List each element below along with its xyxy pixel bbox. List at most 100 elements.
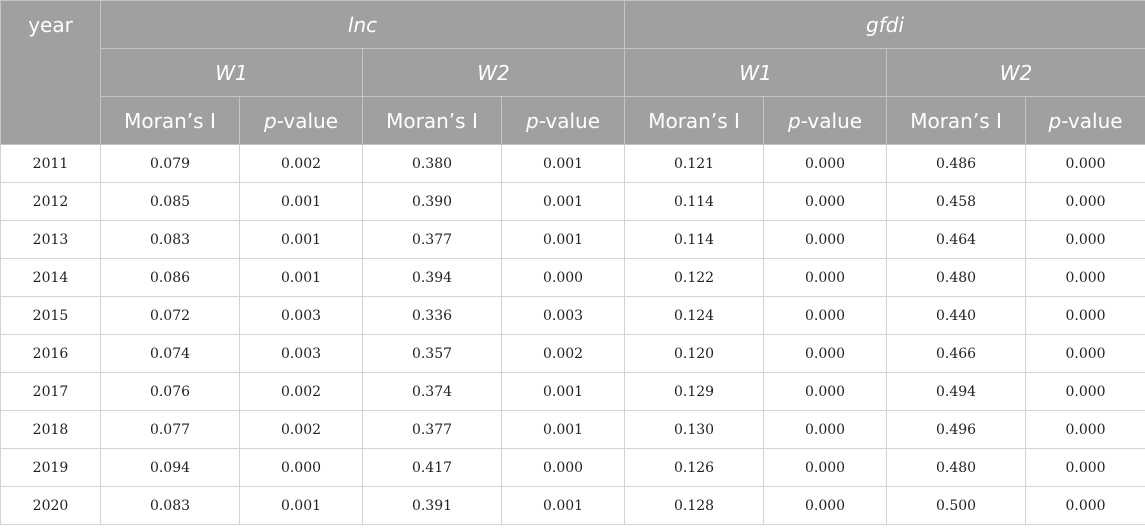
cell-lnc-w1-morans-i: 0.085 [100, 182, 240, 221]
cell-gfdi-w2-p-value: 0.000 [1025, 372, 1145, 411]
cell-lnc-w2-morans-i: 0.380 [362, 144, 502, 183]
cell-gfdi-w1-p-value: 0.000 [763, 372, 888, 411]
cell-gfdi-w1-morans-i: 0.122 [624, 258, 765, 297]
cell-gfdi-w1-p-value: 0.000 [763, 486, 888, 525]
cell-gfdi-w2-morans-i: 0.464 [886, 220, 1027, 259]
cell-gfdi-w1-p-value: 0.000 [763, 258, 888, 297]
table-row: 2019 0.094 0.000 0.417 0.000 0.126 0.000 0.480 0… [0, 448, 1145, 487]
col-header-p-value: p-value [763, 96, 888, 145]
cell-lnc-w2-p-value: 0.001 [500, 182, 626, 221]
cell-lnc-w2-p-value: 0.002 [500, 334, 626, 373]
cell-lnc-w2-p-value: 0.003 [500, 296, 626, 335]
cell-lnc-w1-p-value: 0.001 [239, 486, 363, 525]
cell-gfdi-w2-p-value: 0.000 [1025, 144, 1145, 183]
table-row: 2020 0.083 0.001 0.391 0.001 0.128 0.000 0.500 0… [0, 486, 1145, 525]
cell-gfdi-w2-morans-i: 0.494 [886, 372, 1027, 411]
cell-year: 2019 [0, 448, 101, 487]
table-row: 2017 0.076 0.002 0.374 0.001 0.129 0.000 0.494 0… [0, 372, 1145, 411]
cell-gfdi-w1-morans-i: 0.129 [624, 372, 765, 411]
cell-lnc-w2-morans-i: 0.394 [362, 258, 502, 297]
cell-lnc-w2-morans-i: 0.391 [362, 486, 502, 525]
cell-lnc-w1-morans-i: 0.077 [100, 410, 240, 449]
cell-gfdi-w2-morans-i: 0.496 [886, 410, 1027, 449]
subgroup-header-lnc-w2: W2 [361, 48, 626, 97]
group-header-lnc: lnc [99, 0, 626, 49]
cell-lnc-w1-p-value: 0.002 [239, 144, 363, 183]
cell-gfdi-w1-morans-i: 0.121 [624, 144, 765, 183]
cell-gfdi-w1-morans-i: 0.114 [624, 220, 765, 259]
cell-year: 2016 [0, 334, 101, 373]
cell-lnc-w1-morans-i: 0.083 [100, 486, 240, 525]
subgroup-header-lnc-w1: W1 [100, 48, 363, 97]
cell-gfdi-w1-p-value: 0.000 [763, 182, 888, 221]
cell-lnc-w2-morans-i: 0.374 [362, 372, 502, 411]
cell-gfdi-w1-morans-i: 0.114 [624, 182, 765, 221]
cell-gfdi-w1-p-value: 0.000 [763, 334, 888, 373]
cell-lnc-w2-p-value: 0.001 [500, 144, 626, 183]
cell-gfdi-w1-p-value: 0.000 [763, 448, 888, 487]
cell-year: 2013 [0, 220, 101, 259]
col-header-p-value: p-value [239, 96, 363, 145]
cell-lnc-w1-p-value: 0.003 [239, 334, 363, 373]
cell-gfdi-w2-p-value: 0.000 [1025, 296, 1145, 335]
cell-gfdi-w1-morans-i: 0.130 [624, 410, 765, 449]
col-header-morans-i: Moran’s I [100, 96, 240, 145]
cell-gfdi-w2-morans-i: 0.458 [886, 182, 1027, 221]
col-header-p-value: p-value [1025, 96, 1145, 145]
cell-lnc-w2-p-value: 0.000 [500, 258, 626, 297]
table-row: 2016 0.074 0.003 0.357 0.002 0.120 0.000 0.466 0… [0, 334, 1145, 373]
cell-lnc-w1-morans-i: 0.079 [100, 144, 240, 183]
cell-lnc-w1-morans-i: 0.083 [100, 220, 240, 259]
cell-gfdi-w2-p-value: 0.000 [1025, 182, 1145, 221]
year-header: year [0, 0, 101, 145]
cell-lnc-w2-morans-i: 0.390 [362, 182, 502, 221]
cell-lnc-w1-morans-i: 0.072 [100, 296, 240, 335]
cell-lnc-w2-morans-i: 0.377 [362, 410, 502, 449]
cell-gfdi-w2-morans-i: 0.480 [886, 448, 1027, 487]
cell-gfdi-w2-p-value: 0.000 [1025, 410, 1145, 449]
cell-gfdi-w2-p-value: 0.000 [1025, 220, 1145, 259]
col-header-morans-i: Moran’s I [362, 96, 502, 145]
table-row: 2015 0.072 0.003 0.336 0.003 0.124 0.000 0.440 0… [0, 296, 1145, 335]
cell-gfdi-w2-p-value: 0.000 [1025, 258, 1145, 297]
cell-lnc-w2-morans-i: 0.336 [362, 296, 502, 335]
cell-lnc-w1-p-value: 0.003 [239, 296, 363, 335]
cell-year: 2012 [0, 182, 101, 221]
table-row: 2011 0.079 0.002 0.380 0.001 0.121 0.000 0.486 0… [0, 144, 1145, 183]
cell-year: 2017 [0, 372, 101, 411]
col-header-morans-i: Moran’s I [886, 96, 1027, 145]
cell-lnc-w2-morans-i: 0.377 [362, 220, 502, 259]
cell-lnc-w1-p-value: 0.001 [239, 182, 363, 221]
cell-gfdi-w2-morans-i: 0.440 [886, 296, 1027, 335]
table-row: 2012 0.085 0.001 0.390 0.001 0.114 0.000 0.458 0… [0, 182, 1145, 221]
cell-gfdi-w1-p-value: 0.000 [763, 144, 888, 183]
group-header-gfdi: gfdi [624, 0, 1145, 49]
cell-lnc-w1-morans-i: 0.076 [100, 372, 240, 411]
cell-lnc-w2-morans-i: 0.417 [362, 448, 502, 487]
cell-lnc-w2-morans-i: 0.357 [362, 334, 502, 373]
table-row: 2013 0.083 0.001 0.377 0.001 0.114 0.000 0.464 0… [0, 220, 1145, 259]
subgroup-header-gfdi-w2: W2 [886, 48, 1145, 97]
cell-gfdi-w2-p-value: 0.000 [1025, 486, 1145, 525]
cell-gfdi-w2-morans-i: 0.500 [886, 486, 1027, 525]
cell-gfdi-w1-p-value: 0.000 [763, 296, 888, 335]
cell-lnc-w2-p-value: 0.001 [500, 410, 626, 449]
table-body: 2011 0.079 0.002 0.380 0.001 0.121 0.000 0.486 0… [0, 144, 1145, 525]
cell-year: 2014 [0, 258, 101, 297]
cell-gfdi-w1-p-value: 0.000 [763, 410, 888, 449]
cell-lnc-w2-p-value: 0.001 [500, 486, 626, 525]
cell-year: 2020 [0, 486, 101, 525]
cell-lnc-w1-p-value: 0.002 [239, 410, 363, 449]
cell-gfdi-w2-p-value: 0.000 [1025, 448, 1145, 487]
cell-gfdi-w2-morans-i: 0.480 [886, 258, 1027, 297]
cell-year: 2011 [0, 144, 101, 183]
cell-lnc-w1-morans-i: 0.086 [100, 258, 240, 297]
cell-lnc-w1-p-value: 0.000 [239, 448, 363, 487]
cell-lnc-w1-morans-i: 0.094 [100, 448, 240, 487]
cell-lnc-w2-p-value: 0.001 [500, 372, 626, 411]
subgroup-header-gfdi-w1: W1 [624, 48, 888, 97]
cell-lnc-w1-p-value: 0.001 [239, 220, 363, 259]
cell-gfdi-w1-morans-i: 0.124 [624, 296, 765, 335]
col-header-morans-i: Moran’s I [624, 96, 765, 145]
